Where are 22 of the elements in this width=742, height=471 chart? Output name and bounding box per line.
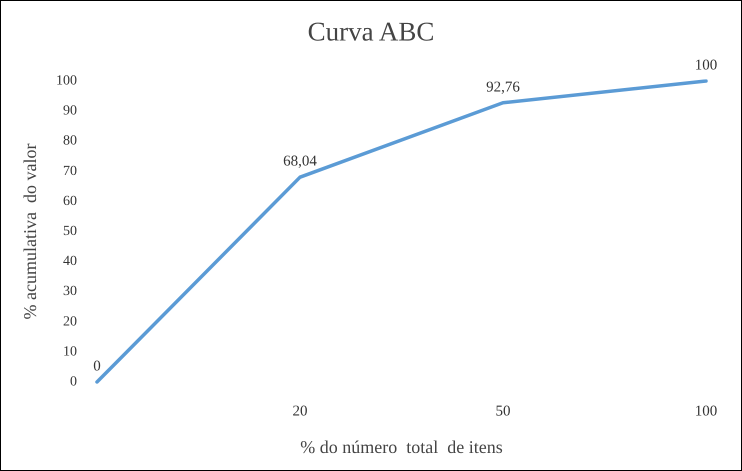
y-tick-label: 50 xyxy=(63,224,77,239)
data-label: 0 xyxy=(93,358,101,374)
data-label: 68,04 xyxy=(283,154,318,170)
x-tick-label: 50 xyxy=(496,404,510,420)
y-axis-title: % acumulativa do valor xyxy=(20,144,40,320)
x-tick-label: 100 xyxy=(694,404,718,420)
y-tick-label: 80 xyxy=(63,134,77,149)
y-tick-label: 60 xyxy=(63,194,77,209)
x-axis-title: % do número total de itens xyxy=(300,437,503,457)
y-tick-label: 90 xyxy=(63,104,77,119)
y-tick-label: 100 xyxy=(56,74,77,88)
y-tick-label: 30 xyxy=(63,284,77,300)
y-tick-label: 40 xyxy=(63,254,77,270)
line-series xyxy=(95,79,708,384)
data-label: 92,76 xyxy=(486,79,520,96)
y-tick-label: 10 xyxy=(63,344,77,360)
y-tick-label: 70 xyxy=(63,164,77,179)
data-label: 100 xyxy=(694,58,718,74)
x-tick-label: 20 xyxy=(292,404,308,420)
chart-title: Curva ABC xyxy=(308,16,434,46)
y-tick-label: 20 xyxy=(63,314,77,330)
y-tick-label: 0 xyxy=(70,374,77,390)
